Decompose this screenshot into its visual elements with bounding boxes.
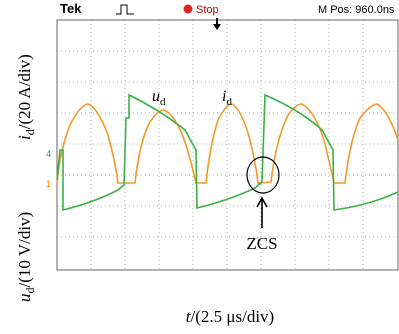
zcs-arrow — [257, 198, 267, 228]
brand: Tek — [60, 1, 82, 16]
figure: Tek Stop M Pos: 960.0ns 4 1 ZCS ud id id… — [0, 0, 399, 334]
voltage-waveform — [57, 95, 398, 210]
stop-dot — [184, 5, 193, 14]
trigger-icon — [116, 5, 134, 14]
y-label-voltage: ud/(10 V/div) — [15, 212, 37, 302]
zcs-label: ZCS — [246, 234, 277, 253]
ch4-marker: 4 — [46, 149, 51, 159]
unit: /(10 V/div) — [15, 212, 34, 288]
subscript: d — [226, 96, 232, 108]
symbol: u — [152, 88, 160, 105]
scope-grid — [57, 20, 398, 270]
unit: /(20 A/div) — [15, 54, 34, 129]
unit: /(2.5 μs/div) — [191, 307, 275, 326]
subscript: d — [160, 96, 166, 108]
current-trace-label: id — [222, 88, 232, 108]
position: M Pos: 960.0ns — [318, 4, 395, 16]
scope-header: Tek Stop M Pos: 960.0ns — [60, 1, 395, 30]
symbol: u — [15, 294, 34, 303]
x-label: t/(2.5 μs/div) — [186, 307, 274, 326]
ch1-marker: 1 — [46, 179, 51, 189]
scope-frame — [57, 20, 398, 270]
y-label-current: id/(20 A/div) — [15, 54, 37, 140]
current-waveform — [57, 104, 398, 183]
status: Stop — [196, 4, 219, 16]
